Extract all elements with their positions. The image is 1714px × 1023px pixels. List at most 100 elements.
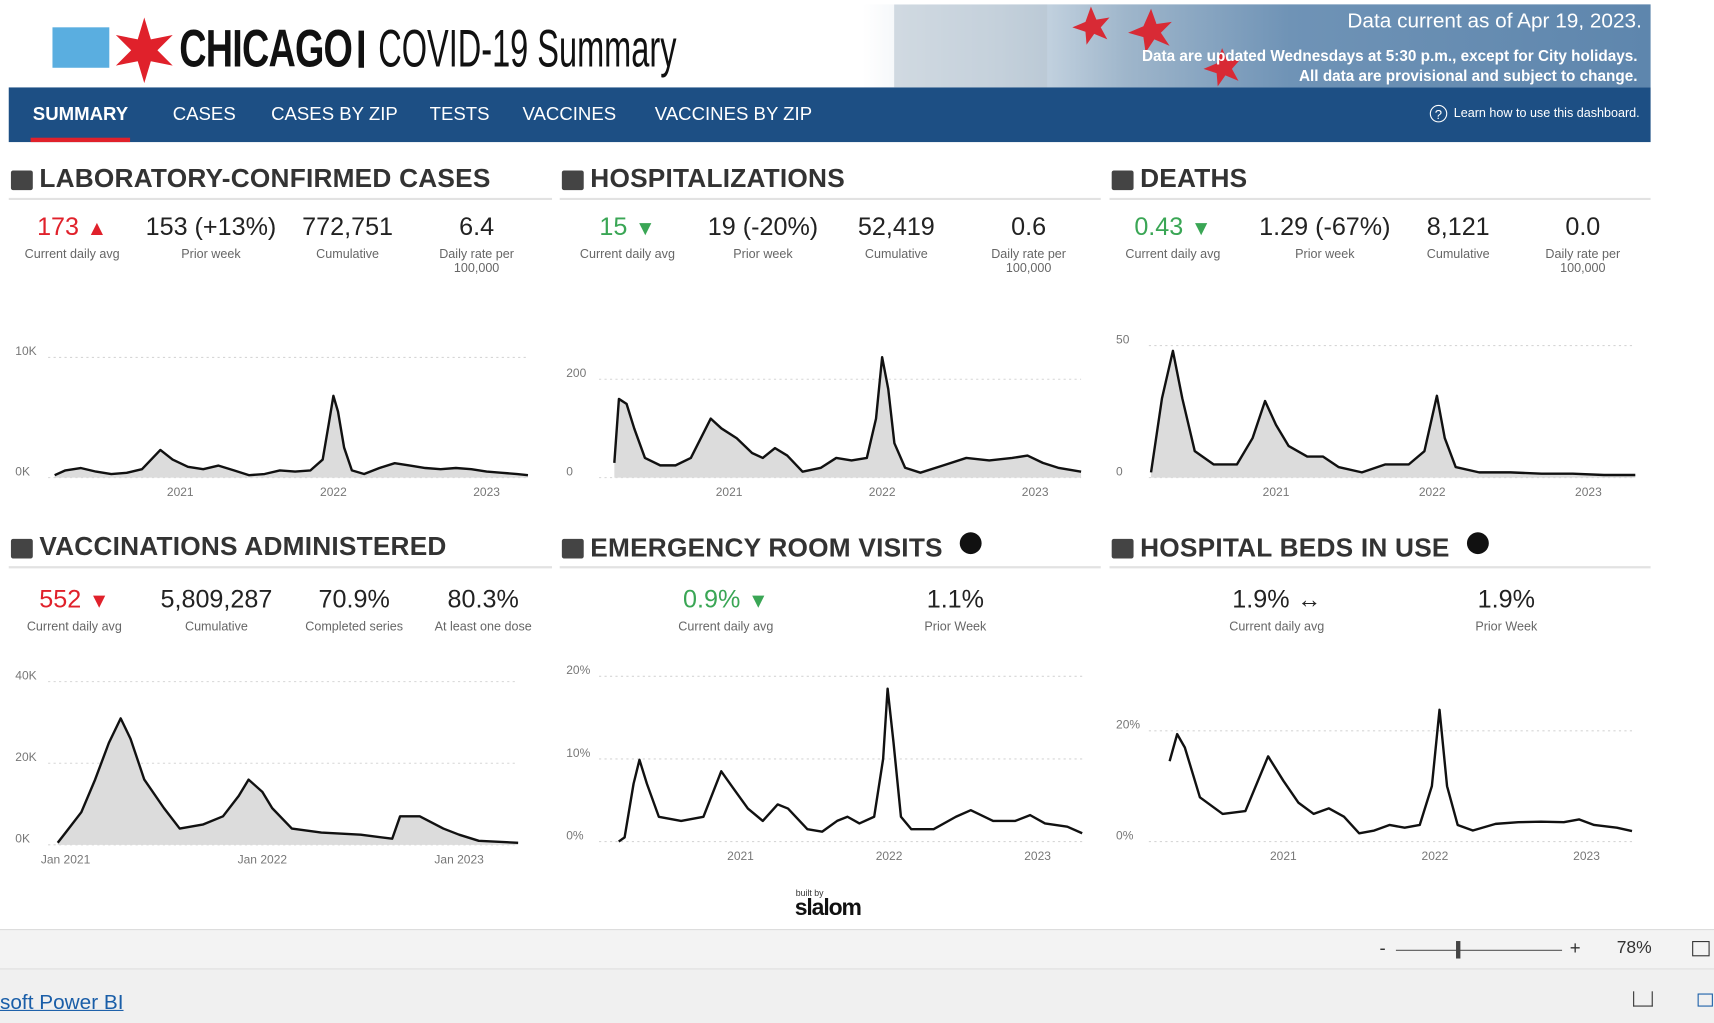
zoom-thumb[interactable] [1456,941,1461,959]
panel-title: HOSPITAL BEDS IN USE [1140,532,1489,564]
stat-label: Prior week [733,248,793,262]
stat-number: 1.29 (-67%) [1259,212,1391,241]
banner-art [52,4,1241,88]
x-tick-label: 2023 [1022,485,1049,499]
star [115,17,173,84]
zoom-in[interactable]: + [1569,937,1581,959]
x-tick-label: 2022 [320,485,347,499]
stat-value: 0.43 ▼ [1102,212,1244,242]
stat-number: 0.0 [1565,212,1601,241]
stat-number: 15 [599,212,628,241]
stat-label: Cumulative [864,248,928,262]
line [1168,708,1633,835]
area [1151,350,1636,478]
nav-bar: ? Learn how to use this dashboard. SUMMAR… [8,87,1651,143]
stat-value: 1.1% [884,585,1026,615]
building [894,4,1048,88]
help-text: Learn how to use this dashboard. [1453,107,1640,121]
stat-label: Current daily avg [1229,620,1325,634]
stat-value: 5,809,287 [145,585,287,615]
x-tick-label: 2021 [1263,485,1290,499]
stat-value: 70.9% [283,585,425,615]
x-tick-label: 2022 [1419,485,1446,499]
stat-value: 1.9% [1435,585,1577,615]
y-tick-label: 0 [566,464,573,478]
stat-value: 1.9% ↔ [1206,585,1348,615]
info-icon[interactable] [1467,532,1489,555]
stat-trend: ▼ [634,217,656,241]
stat-label: Current daily avg [678,620,774,634]
stat-label: Daily rate per 100,000 [439,248,514,276]
fullscreen[interactable] [1692,941,1710,957]
stat-value: 52,419 [825,212,967,242]
stat: 0.0 Daily rate per 100,000 [1512,212,1654,276]
zoom-bar: - + 78% [0,929,1714,969]
stat-label: Current daily avg [1125,248,1221,262]
panel-icon [1111,170,1134,191]
stat: 52,419 Cumulative [825,212,967,262]
nav-tab[interactable]: CASES [172,103,236,125]
separator [358,30,365,68]
nav-tab[interactable]: VACCINES BY ZIP [654,103,813,125]
stat-number: 1.9% [1232,584,1290,614]
line [56,717,519,844]
stat-value: 153 (+13%) [140,212,282,242]
stat-value: 15 ▼ [556,212,698,242]
active-underline [30,137,131,143]
line [613,355,1082,474]
share[interactable] [1633,991,1653,1007]
zoom-track [1395,949,1563,951]
stat-number: 80.3% [447,584,519,614]
data-current: Data current as of Apr 19, 2023. [1347,9,1642,33]
stat-number: 0.9% [683,584,741,614]
x-tick-label: 2023 [473,485,500,499]
stat-number: 1.9% [1477,584,1535,614]
brand: slalom [794,895,862,921]
stat: 15 ▼ Current daily avg [556,212,698,262]
powerbi-bar: soft Power BI [0,968,1714,1023]
area [57,718,519,845]
stat: 80.3% At least one dose [412,585,554,635]
y-tick-label: 20% [566,663,590,677]
help-icon: ? [1429,104,1448,123]
nav-tab[interactable]: VACCINES [522,103,617,125]
stat-value: 80.3% [412,585,554,615]
stat-number: 8,121 [1426,212,1490,241]
stat-label: Current daily avg [26,620,122,634]
stat-trend: ▼ [88,590,110,614]
stat-value: 0.9% ▼ [655,585,797,615]
nav-tab[interactable]: CASES BY ZIP [271,103,398,125]
stat-trend: ▼ [1190,217,1212,241]
y-tick-label: 10K [15,344,36,358]
stat-label: Prior Week [1475,620,1538,634]
stat: 1.9% ↔ Current daily avg [1206,585,1348,635]
panel-icon [10,538,33,559]
built-by: built by [795,888,824,899]
x-tick-label: 2023 [1575,485,1602,499]
stat-label: Cumulative [1426,248,1490,262]
stat: 772,751 Cumulative [277,212,419,262]
stat-number: 153 (+13%) [145,212,277,241]
stat-number: 6.4 [459,212,495,241]
stat: 19 (-20%) Prior week [692,212,834,262]
stat-number: 0.43 [1134,212,1184,241]
nav-tab[interactable]: TESTS [429,103,490,125]
x-tick-label: 2023 [1024,849,1051,863]
x-tick-label: 2022 [876,849,903,863]
stat-label: At least one dose [434,620,532,634]
zoom-out[interactable]: - [1379,937,1386,959]
flag-star [1128,8,1172,53]
zoom-level: 78% [1616,938,1652,958]
stat: 0.43 ▼ Current daily avg [1102,212,1244,262]
powerbi-link[interactable]: soft Power BI [0,991,124,1015]
stat-number: 70.9% [318,584,390,614]
help-link[interactable]: ? Learn how to use this dashboard. [1429,104,1640,123]
nav-tab[interactable]: SUMMARY [30,104,131,143]
stat-number: 5,809,287 [160,584,273,614]
info-icon[interactable] [960,532,983,555]
expand[interactable] [1697,993,1713,1007]
stat-label: Cumulative [316,248,380,262]
stat-trend: ↔ [1297,585,1322,614]
